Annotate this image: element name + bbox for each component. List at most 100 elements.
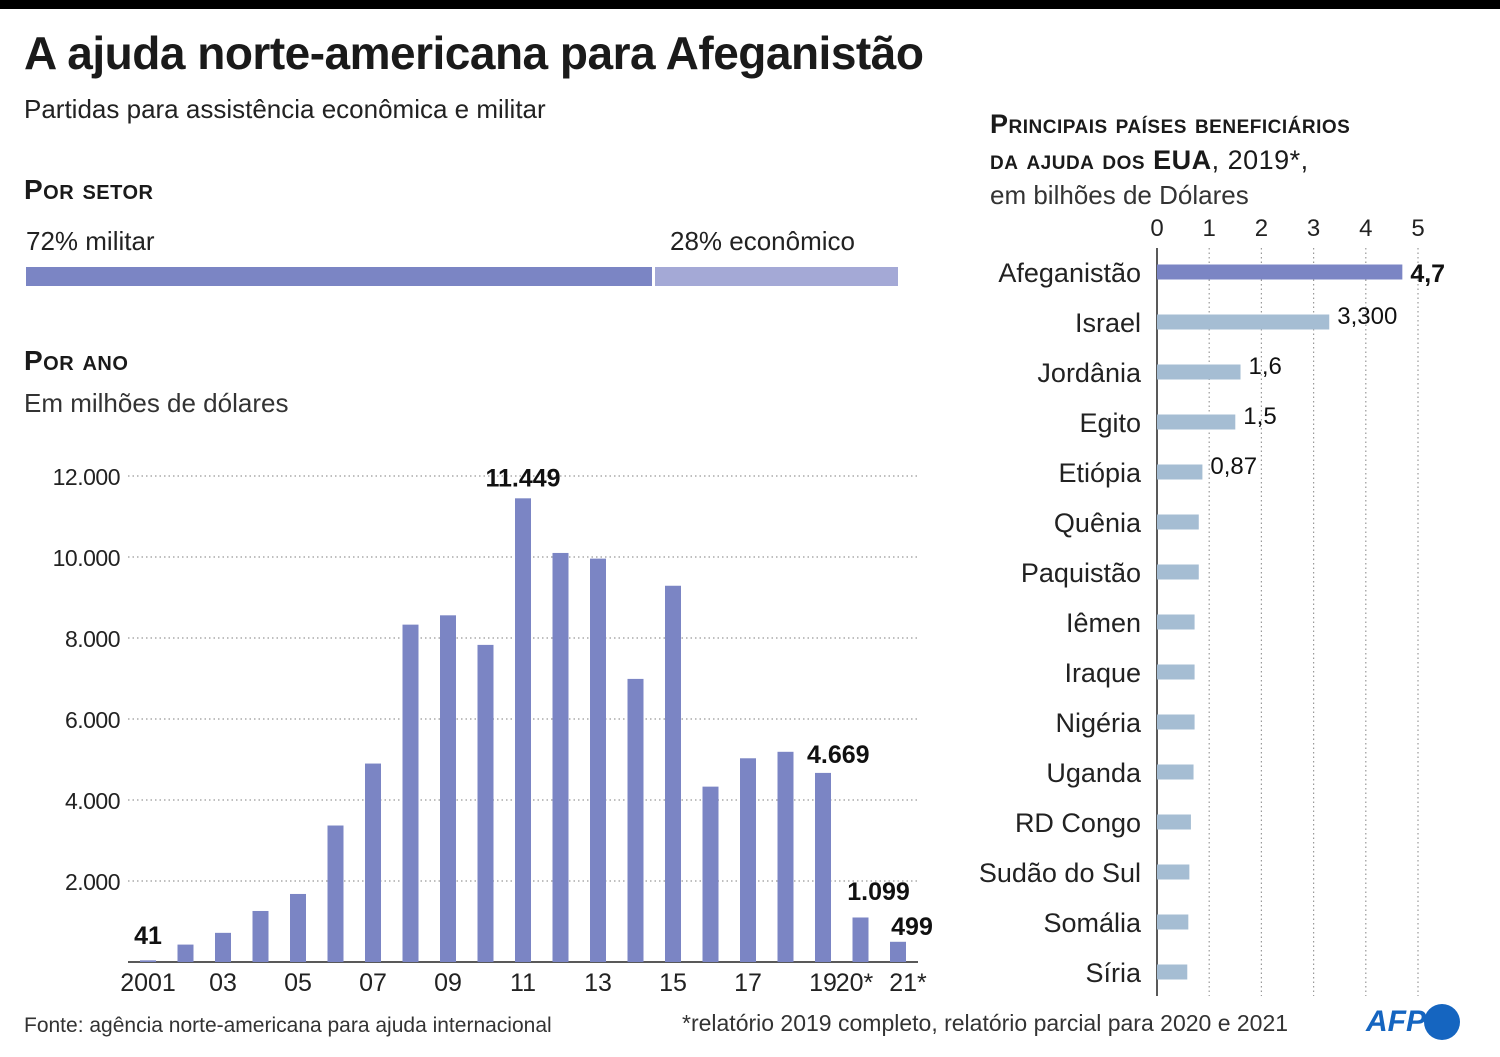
footnote: *relatório 2019 completo, relatório parc… [682,1010,1289,1036]
country-bar [1157,564,1199,580]
x-tick-label: 2001 [120,969,176,997]
year-data-label: 499 [891,913,933,941]
afp-logo: AFP [1366,1004,1460,1044]
country-bar [1157,664,1195,680]
year-bar [665,585,681,962]
country-bar [1157,864,1190,880]
x-tick-label: 0 [1150,215,1163,242]
year-bar [215,932,231,962]
y-tick-label: 12.000 [53,464,120,490]
country-bar [1157,614,1195,630]
country-label: Iêmen [1066,608,1141,638]
country-label: Etiópia [1058,458,1142,488]
country-label: Afeganistão [998,258,1141,288]
country-bar [1157,914,1189,930]
countries-subtitle: em bilhões de Dólares [990,180,1249,210]
yearly-title: Por ano [24,345,129,376]
page-subtitle: Partidas para assistência econômica e mi… [24,94,546,124]
year-bar [815,772,831,962]
sector-title: Por setor [24,174,154,205]
country-label: Jordânia [1037,358,1142,388]
economic-share-label: 28% econômico [670,226,855,256]
year-bar [140,960,156,962]
year-bar [252,910,269,962]
year-data-label: 41 [134,922,162,950]
x-tick-label: 11 [510,969,536,997]
afp-logo-text: AFP [1366,1005,1426,1038]
year-bar [290,893,306,962]
source-note: Fonte: agência norte-americana para ajud… [24,1014,552,1037]
y-tick-label: 2.000 [65,869,120,895]
country-label: Iraque [1064,658,1141,688]
y-tick-label: 8.000 [65,626,120,652]
economic-share-bar [655,267,898,286]
x-tick-label: 17 [734,969,762,997]
country-label: RD Congo [1015,808,1141,838]
country-label: Somália [1043,908,1142,938]
x-tick-label: 09 [434,969,462,997]
year-bar [552,552,569,962]
country-bar [1157,714,1195,730]
year-bar [440,615,456,962]
y-tick-label: 10.000 [53,545,120,571]
country-data-label: 4,7 [1410,260,1445,288]
countries-title: Principais países beneficiários da ajuda… [990,106,1350,178]
x-tick-label: 21* [889,969,927,997]
y-tick-label: 4.000 [65,788,120,814]
year-bar [777,751,794,962]
country-bar [1157,764,1194,780]
country-data-label: 0,87 [1210,453,1257,480]
top-rule [0,0,1500,9]
x-tick-label: 13 [584,969,612,997]
year-bar [365,763,381,962]
country-label: Paquistão [1021,558,1141,588]
country-data-label: 1,6 [1249,353,1282,380]
year-bar [402,624,419,962]
x-tick-label: 20* [836,969,874,997]
x-tick-label: 19 [809,969,837,997]
military-share-label: 72% militar [26,226,155,256]
x-tick-label: 05 [284,969,312,997]
x-tick-label: 2 [1255,215,1268,242]
country-label: Quênia [1054,508,1142,538]
year-data-label: 4.669 [807,741,870,769]
year-data-label: 11.449 [485,464,560,492]
country-data-label: 1,5 [1243,403,1276,430]
year-bar [177,944,194,962]
country-bar [1157,414,1236,430]
country-bar [1157,964,1188,980]
year-bar [515,498,531,962]
yearly-subtitle: Em milhões de dólares [24,388,289,418]
country-label: Síria [1085,958,1142,988]
military-share-bar [26,267,652,286]
country-label: Uganda [1046,758,1142,788]
year-bar [702,786,719,962]
country-label: Egito [1079,408,1141,438]
x-tick-label: 3 [1307,215,1320,242]
x-tick-label: 1 [1203,215,1216,242]
afp-logo-dot [1424,1004,1460,1040]
x-tick-label: 5 [1411,215,1424,242]
x-tick-label: 03 [209,969,237,997]
year-bar [627,678,644,962]
year-bar [477,644,494,962]
country-label: Israel [1075,308,1141,338]
country-bar [1157,364,1241,380]
x-tick-label: 15 [659,969,687,997]
x-tick-label: 07 [359,969,387,997]
year-bar [590,558,606,962]
country-bar [1157,464,1203,480]
year-bar [890,941,906,962]
country-bar [1157,514,1199,530]
page-title: A ajuda norte-americana para Afeganistão [24,27,924,79]
year-bar [852,917,869,962]
y-tick-label: 6.000 [65,707,120,733]
countries-title-line1: Principais países beneficiários [990,109,1351,139]
year-bar [740,758,756,962]
year-bar [327,825,344,962]
x-tick-label: 4 [1359,215,1372,242]
year-data-label: 1.099 [847,878,910,906]
country-data-label: 3,300 [1337,303,1397,330]
